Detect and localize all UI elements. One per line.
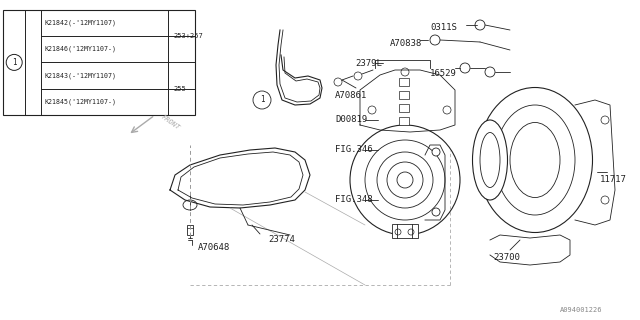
Bar [3,10,195,115]
Circle shape [432,208,440,216]
Text: 1: 1 [12,58,17,67]
Circle shape [354,72,362,80]
Circle shape [368,106,376,114]
Ellipse shape [510,123,560,197]
Text: 23774: 23774 [268,236,295,244]
Text: D00819: D00819 [335,116,367,124]
Bar [399,91,409,99]
Text: FIG.348: FIG.348 [335,196,372,204]
Circle shape [601,116,609,124]
Ellipse shape [480,132,500,188]
Text: K21845('12MY1107-): K21845('12MY1107-) [44,99,116,105]
Circle shape [432,148,440,156]
Text: 1: 1 [260,95,264,105]
Bar [399,117,409,125]
Text: 0311S: 0311S [430,22,457,31]
Text: K21843(-'12MY1107): K21843(-'12MY1107) [44,72,116,79]
Text: A70648: A70648 [198,244,230,252]
Text: 2379L: 2379L [355,59,382,68]
Circle shape [334,78,342,86]
Bar [399,104,409,112]
Circle shape [601,196,609,204]
Circle shape [395,229,401,235]
Circle shape [485,67,495,77]
Circle shape [443,106,451,114]
Text: FRONT: FRONT [160,114,181,131]
Bar [399,78,409,86]
Text: 255: 255 [173,86,186,92]
Circle shape [401,68,409,76]
Text: A70861: A70861 [335,91,367,100]
Text: A70838: A70838 [390,38,422,47]
Text: FIG.346: FIG.346 [335,146,372,155]
Bar [392,224,418,238]
Text: 16529: 16529 [430,68,457,77]
Circle shape [408,229,414,235]
Text: 23700: 23700 [493,252,520,261]
Text: 11717: 11717 [600,175,627,185]
Ellipse shape [472,120,508,200]
Circle shape [475,20,485,30]
Circle shape [430,35,440,45]
Ellipse shape [495,105,575,215]
Text: K21842(-'12MY1107): K21842(-'12MY1107) [44,20,116,26]
Text: 253+257: 253+257 [173,33,203,39]
Text: K21846('12MY1107-): K21846('12MY1107-) [44,46,116,52]
Ellipse shape [477,87,593,233]
Text: A094001226: A094001226 [560,307,602,313]
Circle shape [460,63,470,73]
Bar [187,225,193,235]
